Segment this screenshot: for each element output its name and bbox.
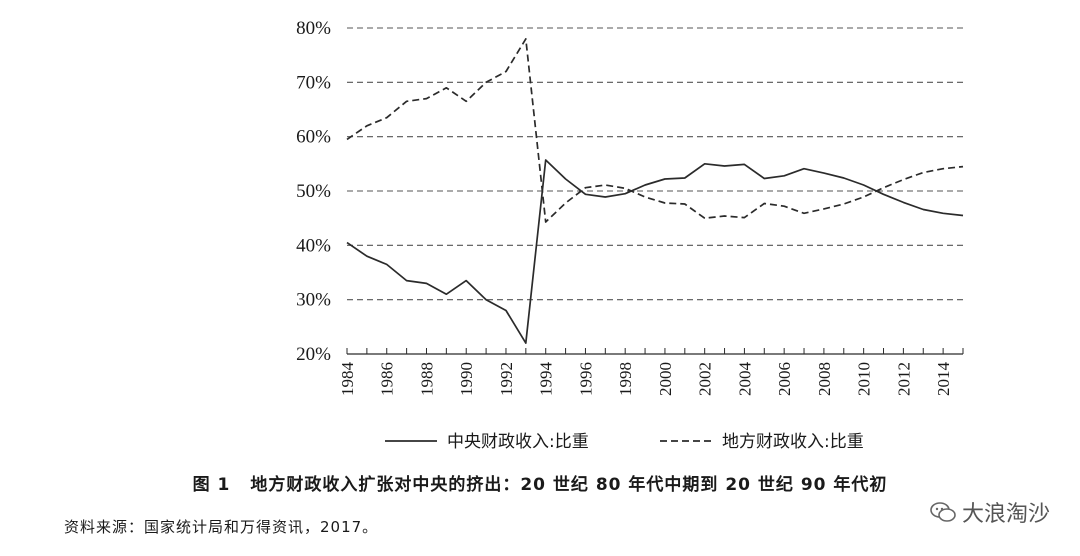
grid-lines [347, 27, 963, 301]
x-tick-label: 2014 [934, 362, 953, 397]
x-tick-label: 2000 [656, 362, 675, 396]
x-tick-label: 1998 [616, 362, 635, 396]
x-tick-label: 1994 [537, 362, 556, 397]
x-tick-label: 1992 [497, 362, 516, 396]
x-tick-label: 1988 [417, 362, 436, 396]
series-local-line [346, 38, 964, 223]
x-tick-label: 1990 [457, 362, 476, 396]
x-tick-label: 2002 [696, 362, 715, 396]
source-note: 资料来源：国家统计局和万得资讯，2017。 [64, 518, 379, 536]
y-tick-label: 70% [296, 72, 331, 93]
series-lines [346, 38, 964, 344]
watermark-text: 大浪淘沙 [961, 502, 1050, 527]
figure-title: 地方财政收入扩张对中央的挤出：20 世纪 80 年代中期到 20 世纪 90 年… [250, 475, 888, 495]
y-tick-labels: 20% 30% 40% 50% 60% 70% 80% [296, 18, 331, 365]
x-tick-label: 2012 [894, 362, 913, 396]
x-tick-label: 1984 [338, 362, 357, 397]
x-tick-label: 2006 [775, 362, 794, 396]
figure-caption: 图 1 地方财政收入扩张对中央的挤出：20 世纪 80 年代中期到 20 世纪 9… [0, 470, 1080, 495]
watermark: 大浪淘沙 [930, 496, 1050, 528]
x-tick-label: 2004 [735, 362, 754, 397]
x-tick-label: 2010 [855, 362, 874, 396]
chat-bubble-icon [930, 502, 956, 522]
line-chart: 20%30%40%50%60%70%80% 1984 1986 1988 1990 19… [296, 18, 964, 452]
axes [346, 348, 964, 355]
x-tick-label: 1986 [378, 362, 397, 396]
x-tick-label: 1996 [576, 362, 595, 396]
y-tick-label: 60% [296, 127, 331, 148]
legend-label: 中央财政收入:比重 [447, 432, 589, 452]
legend-label: 地方财政收入:比重 [722, 432, 864, 452]
y-tick-label: 80% [296, 18, 331, 39]
y-tick-label: 20% [296, 344, 331, 365]
y-tick-label: 40% [296, 235, 331, 256]
y-tick-label: 50% [296, 181, 331, 202]
figure-label: 图 1 [192, 475, 231, 495]
legend: 中央财政收入:比重 地方财政收入:比重 [385, 432, 864, 452]
x-tick-label: 2008 [815, 362, 834, 396]
y-tick-label: 30% [296, 290, 331, 311]
series-central-line [346, 159, 964, 344]
x-tick-labels: 1984 1986 1988 1990 1992 1994 1996 1998 2000 2002… [338, 362, 953, 397]
